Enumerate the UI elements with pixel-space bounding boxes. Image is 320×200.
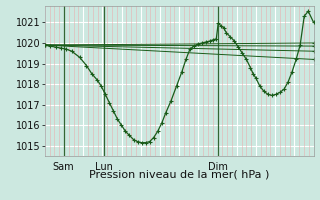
Text: Lun: Lun <box>95 162 113 172</box>
Text: Dim: Dim <box>208 162 228 172</box>
X-axis label: Pression niveau de la mer( hPa ): Pression niveau de la mer( hPa ) <box>89 170 269 180</box>
Text: Sam: Sam <box>53 162 75 172</box>
